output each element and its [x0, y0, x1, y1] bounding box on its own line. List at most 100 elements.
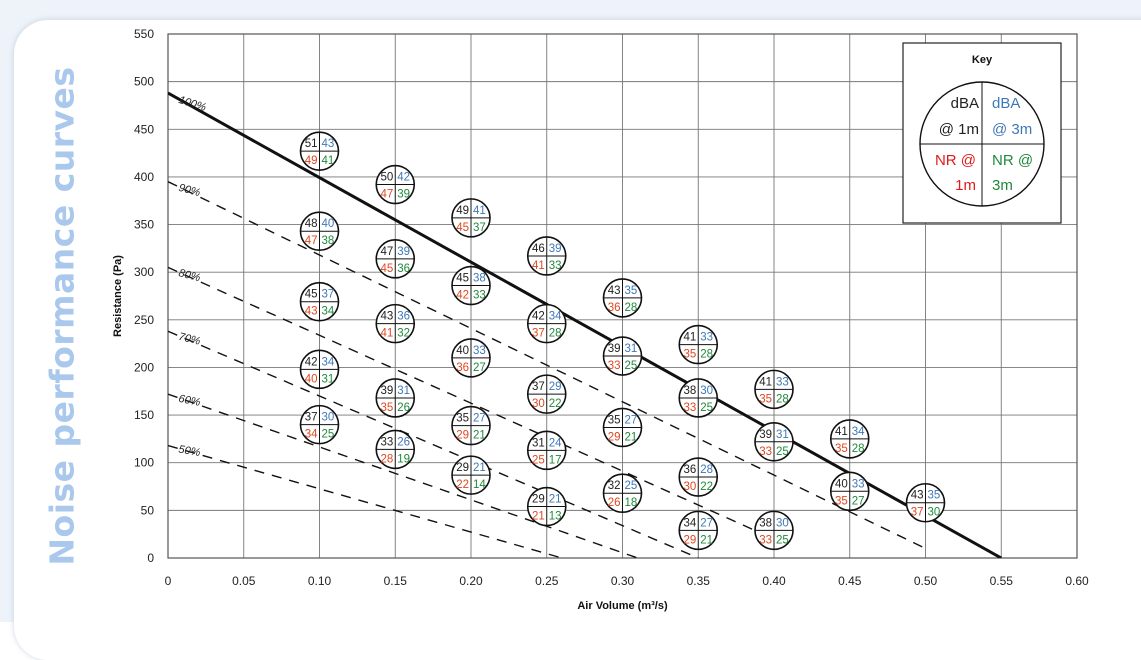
- point-nr-1m: 49: [305, 155, 318, 167]
- point-nr-3m: 22: [700, 481, 713, 493]
- y-tick-label: 350: [134, 218, 154, 232]
- point-dba-1m: 29: [456, 462, 469, 474]
- y-tick-label: 400: [134, 170, 154, 184]
- y-tick-label: 150: [134, 408, 154, 422]
- point-nr-1m: 30: [532, 398, 545, 410]
- point-dba-1m: 29: [532, 494, 545, 506]
- point-dba-3m: 21: [549, 494, 562, 506]
- point-nr-1m: 35: [835, 443, 848, 455]
- point-nr-3m: 17: [549, 454, 562, 466]
- x-tick-label: 0.10: [308, 574, 332, 588]
- point-nr-1m: 41: [380, 328, 393, 340]
- point-dba-3m: 39: [397, 246, 410, 258]
- data-point: 39 31 33 25: [602, 336, 643, 376]
- point-dba-1m: 35: [608, 414, 621, 426]
- point-nr-3m: 30: [928, 507, 941, 519]
- point-dba-1m: 45: [305, 289, 318, 301]
- x-tick-label: 0.45: [838, 574, 862, 588]
- point-nr-3m: 33: [473, 290, 486, 302]
- point-nr-3m: 19: [397, 453, 410, 465]
- data-point: 34 27 29 21: [678, 510, 719, 551]
- x-tick-label: 0.55: [990, 574, 1014, 588]
- point-nr-1m: 25: [532, 454, 545, 466]
- point-nr-1m: 21: [532, 511, 545, 523]
- point-nr-1m: 35: [759, 393, 772, 405]
- point-dba-3m: 35: [625, 285, 638, 297]
- curve-label: 100%: [177, 94, 208, 114]
- data-point: 29 21 21 13: [526, 486, 567, 527]
- point-nr-3m: 34: [322, 306, 335, 318]
- key-nr-1m-line2: 1m: [955, 177, 976, 194]
- point-dba-3m: 24: [549, 437, 562, 449]
- point-nr-3m: 21: [625, 431, 638, 443]
- point-nr-3m: 13: [549, 511, 562, 523]
- point-dba-1m: 41: [759, 376, 772, 388]
- point-nr-3m: 25: [322, 429, 335, 441]
- point-dba-1m: 33: [380, 436, 393, 448]
- point-nr-3m: 32: [397, 328, 410, 340]
- point-nr-3m: 14: [473, 479, 486, 491]
- curve-50pct: [168, 444, 563, 558]
- point-nr-3m: 25: [776, 446, 789, 458]
- point-dba-1m: 40: [835, 478, 848, 490]
- point-dba-1m: 39: [380, 385, 393, 397]
- point-nr-3m: 27: [473, 362, 486, 374]
- data-point: 43 36 41 32: [375, 303, 416, 344]
- point-nr-3m: 38: [322, 235, 335, 247]
- data-point: 37 30 34 25: [299, 404, 340, 445]
- point-nr-3m: 18: [625, 497, 638, 509]
- x-tick-label: 0: [165, 574, 172, 588]
- system-curves: [168, 91, 1002, 558]
- key-dba-3m-line2: @ 3m: [992, 121, 1032, 138]
- data-point: 45 38 42 33: [451, 265, 491, 306]
- point-nr-3m: 36: [397, 263, 410, 275]
- point-dba-3m: 25: [625, 480, 638, 492]
- data-point: 48 40 47 38: [299, 211, 340, 252]
- point-nr-1m: 41: [532, 260, 545, 272]
- point-dba-1m: 31: [532, 437, 545, 449]
- page-background: Noise performance curves 0 0.05 0.10 0.15 0.…: [0, 0, 1141, 622]
- point-nr-1m: 45: [380, 263, 393, 275]
- point-nr-1m: 33: [683, 402, 696, 414]
- data-point: 43 35 37 30: [905, 482, 946, 523]
- curve-label: 60%: [177, 393, 201, 409]
- y-axis-ticks: 0 50 100 150 200 250 300 350 400 450 500 550: [134, 27, 154, 565]
- point-dba-3m: 40: [322, 218, 335, 230]
- point-dba-1m: 48: [305, 218, 318, 230]
- key-legend: Key dBA @ 1m dBA @ 3m NR @ 1m NR @ 3m: [902, 42, 1062, 224]
- point-dba-1m: 41: [835, 426, 848, 438]
- data-point: 40 33 36 27: [451, 338, 491, 378]
- point-dba-1m: 39: [759, 429, 772, 441]
- x-tick-label: 0.15: [384, 574, 408, 588]
- curve-70pct: [168, 330, 699, 558]
- y-tick-label: 200: [134, 360, 154, 374]
- point-nr-1m: 36: [456, 362, 469, 374]
- point-nr-1m: 37: [911, 507, 924, 519]
- point-dba-3m: 36: [397, 311, 410, 323]
- point-nr-1m: 42: [456, 290, 469, 302]
- point-dba-3m: 27: [700, 517, 713, 529]
- point-dba-3m: 34: [549, 311, 562, 323]
- curve-label: 90%: [177, 182, 202, 200]
- point-dba-1m: 37: [532, 381, 545, 393]
- point-nr-1m: 34: [305, 429, 318, 441]
- point-nr-3m: 28: [549, 328, 562, 340]
- point-nr-1m: 40: [305, 373, 318, 385]
- data-point: 42 34 40 31: [299, 349, 340, 390]
- point-dba-1m: 38: [759, 517, 772, 529]
- point-nr-1m: 35: [380, 402, 393, 414]
- point-nr-3m: 21: [473, 430, 486, 442]
- x-tick-label: 0.50: [914, 574, 938, 588]
- point-dba-3m: 26: [397, 436, 410, 448]
- point-nr-3m: 25: [776, 534, 789, 546]
- point-nr-1m: 45: [456, 222, 469, 234]
- x-tick-label: 0.25: [535, 574, 559, 588]
- key-nr-3m-line2: 3m: [992, 177, 1013, 194]
- data-point: 47 39 45 36: [375, 239, 416, 279]
- point-dba-3m: 42: [397, 172, 410, 184]
- point-dba-3m: 21: [473, 462, 486, 474]
- x-axis-label: Air Volume (m³/s): [577, 600, 668, 612]
- key-nr-3m-line1: NR @: [992, 152, 1033, 169]
- point-dba-3m: 33: [700, 332, 713, 344]
- y-axis-label: Resistance (Pa): [112, 255, 124, 337]
